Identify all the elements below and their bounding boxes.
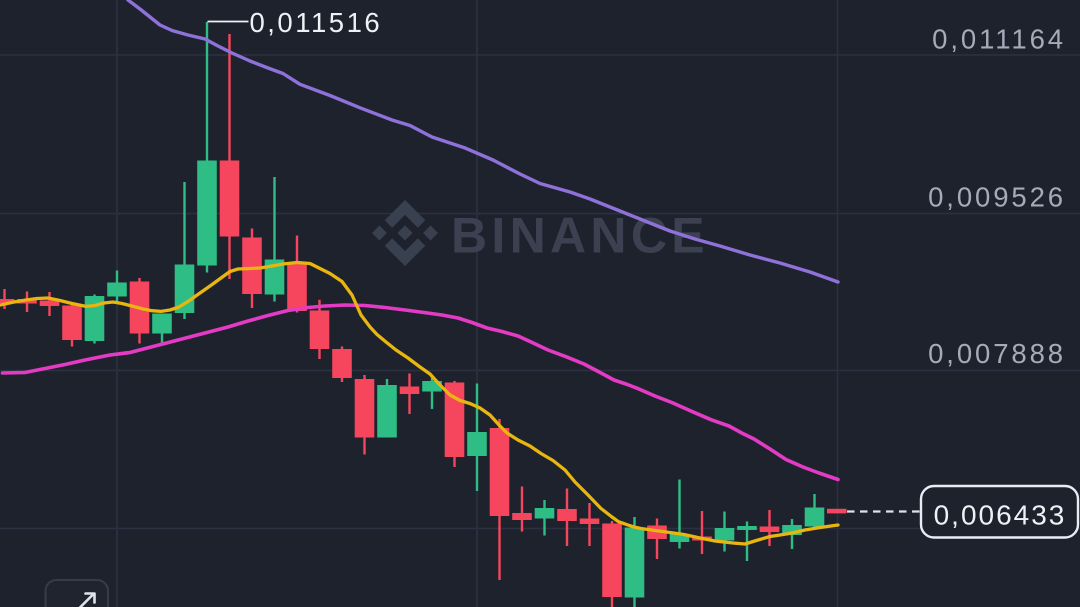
svg-text:0,007888: 0,007888: [928, 338, 1066, 369]
svg-text:0,006433: 0,006433: [934, 500, 1067, 531]
svg-text:0,011164: 0,011164: [932, 23, 1066, 54]
svg-text:0,009526: 0,009526: [928, 182, 1066, 213]
svg-text:0,011516: 0,011516: [250, 7, 383, 38]
svg-text:BINANCE: BINANCE: [451, 208, 709, 264]
